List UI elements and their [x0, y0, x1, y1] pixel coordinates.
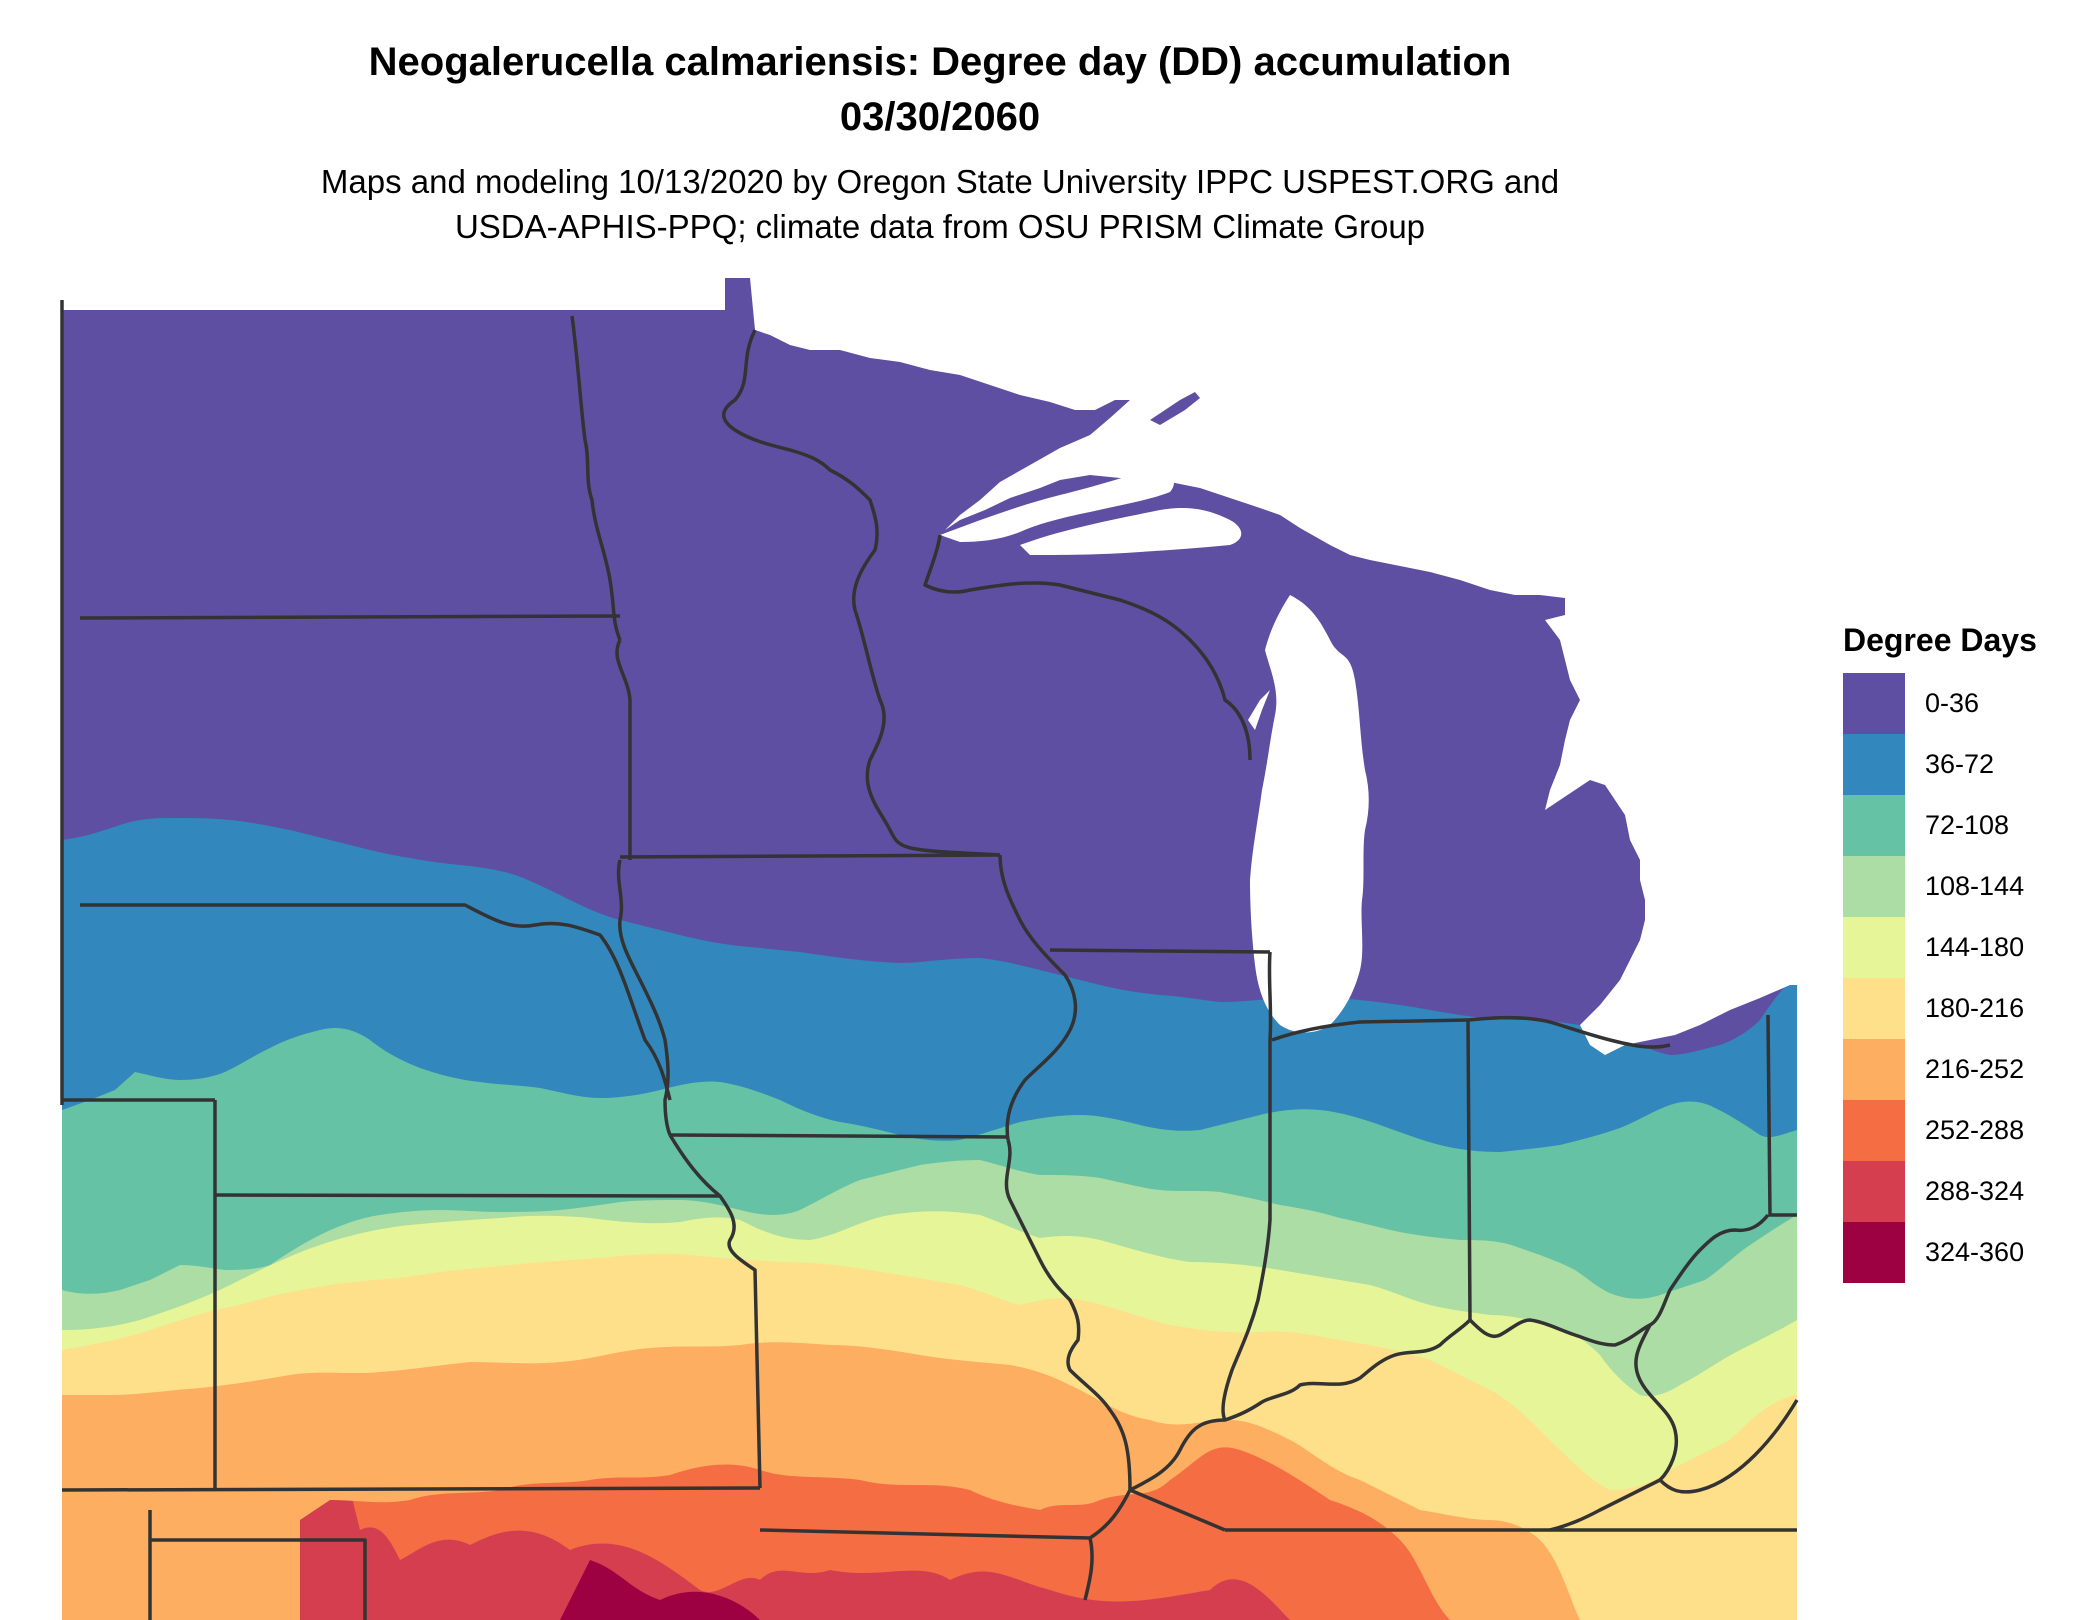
border-ok-panhandle: [148, 1510, 367, 1620]
legend-swatch: [1843, 795, 1905, 856]
legend-swatch: [1843, 1100, 1905, 1161]
border-ohio-mi-lake: [1467, 1015, 1671, 1049]
border-nd-mn: [570, 315, 622, 641]
map-subtitle-line2: USDA-APHIS-PPQ; climate data from OSU PR…: [454, 208, 1426, 245]
legend-title: Degree Days: [1843, 622, 2037, 658]
border-sd-south: [80, 903, 672, 1101]
state-borders: [60, 300, 1799, 1620]
lake-michigan: [1250, 595, 1369, 1033]
border-iowa-missouri: [669, 1133, 1009, 1139]
border-in-mi: [1271, 1018, 1469, 1042]
legend-item: 324-360: [1843, 1222, 2024, 1283]
legend-item: 144-180: [1843, 917, 2024, 978]
legend-swatch: [1843, 734, 1905, 795]
border-iowa-east: [998, 854, 1078, 1141]
border-il-ky: [1129, 1318, 1472, 1492]
legend-swatch: [1843, 1222, 1905, 1283]
legend-item: 108-144: [1843, 856, 2024, 917]
border-nd-sd-line: [79, 614, 621, 620]
legend-label: 0-36: [1925, 688, 1980, 718]
border-mn-wi: [722, 329, 1001, 857]
legend-swatch: [1843, 673, 1905, 734]
border-missouri-ark-bootheel: [1089, 1489, 1132, 1540]
legend-item: 252-288: [1843, 1100, 2024, 1161]
legend-swatch: [1843, 978, 1905, 1039]
legend-swatch: [1843, 856, 1905, 917]
border-ne-ks-missouri: [214, 1193, 721, 1198]
border-missouri-west: [668, 1134, 762, 1489]
map-title: Neogalerucella calmariensis: Degree day …: [368, 40, 1512, 84]
border-wv-east: [1658, 1399, 1799, 1494]
legend-item: 72-108: [1843, 795, 2024, 856]
border-mn-iowa: [619, 853, 1001, 859]
border-tn-mo-bootheel: [1129, 1488, 1226, 1532]
border-wi-il: [1049, 948, 1271, 954]
legend-label: 288-324: [1925, 1176, 2025, 1206]
legend-label: 180-216: [1925, 993, 2025, 1023]
border-ks-ok: [61, 1486, 761, 1492]
legend-item: 180-216: [1843, 978, 2024, 1039]
legend-item: 216-252: [1843, 1039, 2024, 1100]
legend-label: 252-288: [1925, 1115, 2025, 1145]
legend-item: 0-36: [1843, 673, 2024, 734]
border-ohio-pa: [1766, 1014, 1797, 1217]
map-date: 03/30/2060: [839, 95, 1041, 139]
legend: 0-36 36-72 72-108 108-144 144-180 180-21…: [1843, 673, 2024, 1283]
map-subtitle-line1: Maps and modeling 10/13/2020 by Oregon S…: [320, 163, 1560, 200]
legend-label: 216-252: [1925, 1054, 2025, 1084]
border-ky-va: [1549, 1478, 1661, 1532]
legend-label: 144-180: [1925, 932, 2025, 962]
isle-royale: [1150, 392, 1200, 425]
border-ohio-ky: [1468, 1213, 1770, 1347]
border-ky-wv: [1634, 1324, 1678, 1482]
upper-peninsula-tip: [1490, 598, 1562, 618]
legend-swatch: [1843, 917, 1905, 978]
legend-item: 288-324: [1843, 1161, 2024, 1222]
legend-label: 72-108: [1925, 810, 2010, 840]
border-illinois-east: [1221, 951, 1273, 1421]
legend-label: 108-144: [1925, 871, 2025, 901]
lake-superior-east: [1020, 508, 1242, 555]
legend-swatch: [1843, 1161, 1905, 1222]
border-in-oh: [1466, 1019, 1472, 1321]
border-missouri-east: [1004, 1139, 1132, 1491]
lake-michigan-green-bay: [1248, 690, 1270, 730]
border-wi-mi: [923, 534, 1252, 761]
border-mn-east: [615, 639, 632, 860]
border-ark-north: [759, 1528, 1094, 1601]
legend-swatch: [1843, 1039, 1905, 1100]
legend-label: 324-360: [1925, 1237, 2025, 1267]
legend-label: 36-72: [1925, 749, 1995, 779]
legend-item: 36-72: [1843, 734, 2024, 795]
lake-superior: [940, 470, 1174, 542]
border-iowa-west: [616, 859, 672, 1136]
